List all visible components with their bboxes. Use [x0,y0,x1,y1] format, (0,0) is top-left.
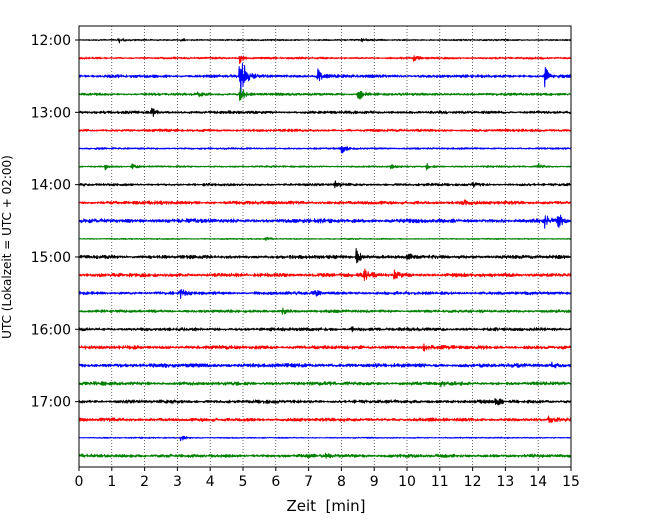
y-tick-label: 13:00 [31,105,71,121]
x-tick-label: 2 [140,474,149,490]
trace-1500 [78,247,572,264]
plot-frame [78,25,572,468]
y-axis-ticks: 12:00 13:00 14:00 15:00 16:00 17:00 [31,33,79,411]
trace-1700 [78,398,572,406]
trace-1400 [78,180,572,189]
seismic-traces [78,38,572,459]
trace-1315 [78,128,572,133]
x-tick-label: 7 [304,474,313,490]
y-tick-label: 16:00 [31,322,71,338]
trace-1600 [78,326,572,333]
x-tick-label: 11 [431,474,449,490]
x-tick-label: 9 [370,474,379,490]
x-tick-label: 4 [206,474,215,490]
trace-1530 [78,288,572,299]
trace-1415 [78,199,572,206]
x-tick-label: 10 [398,474,416,490]
x-tick-label: 14 [529,474,547,490]
trace-1215 [78,55,572,65]
trace-1745 [78,452,572,459]
y-tick-label: 12:00 [31,33,71,49]
y-tick-label: 17:00 [31,395,71,411]
trace-1230 [78,63,572,98]
x-axis-ticks: 0 1 2 3 4 5 6 7 8 9 10 11 12 13 14 15 [75,467,580,490]
x-tick-label: 13 [496,474,514,490]
x-tick-label: 3 [173,474,182,490]
x-axis-label: Zeit [min] [286,497,365,515]
trace-1545 [78,307,572,315]
y-tick-label: 15:00 [31,250,71,266]
trace-1615 [78,343,572,352]
x-tick-label: 15 [562,474,580,490]
trace-1715 [78,415,572,424]
y-tick-label: 14:00 [31,178,71,194]
trace-1245 [78,88,572,102]
trace-1445 [78,237,572,242]
trace-1515 [78,268,572,281]
trace-1645 [78,381,572,388]
y-axis-label: UTC (Lokalzeit = UTC + 02:00) [0,155,14,339]
x-tick-label: 12 [464,474,482,490]
trace-1430 [78,214,572,229]
trace-1345 [78,162,572,171]
x-tick-label: 8 [337,474,346,490]
x-tick-label: 0 [75,474,84,490]
trace-1730 [78,435,572,442]
trace-1330 [78,145,572,154]
x-tick-label: 5 [239,474,248,490]
trace-1630 [78,361,572,369]
x-tick-label: 1 [107,474,116,490]
trace-1300 [78,107,572,118]
x-tick-label: 6 [271,474,280,490]
trace-1200 [78,38,572,44]
